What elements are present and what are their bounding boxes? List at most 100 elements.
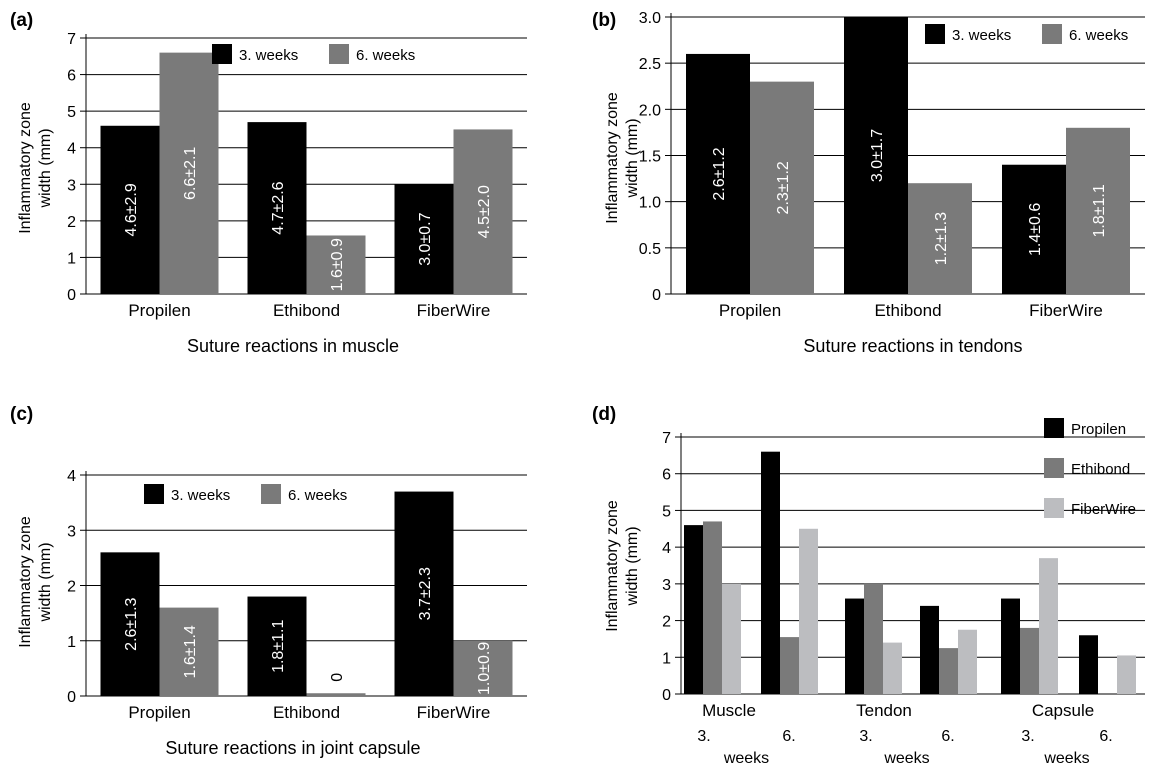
- week-number-label: 6.: [941, 728, 954, 745]
- week-number-label: 3.: [1021, 728, 1034, 745]
- bar-week6: [159, 607, 219, 696]
- legend-label: 6. weeks: [356, 47, 415, 64]
- panel-a-muscle: (a) Inflammatory zone width (mm) Suture …: [10, 10, 527, 356]
- x-tick-label: Ethibond: [273, 703, 340, 722]
- bar-week3: [1002, 164, 1066, 294]
- bar-week3: [100, 125, 160, 295]
- bar-propilen: [761, 451, 780, 694]
- bar-week6: [453, 640, 513, 696]
- x-axis-title: Suture reactions in tendons: [803, 336, 1022, 356]
- y-tick-label: 3: [67, 523, 76, 540]
- legend-swatch: [1044, 418, 1064, 438]
- bar-fiberwire: [1039, 558, 1058, 694]
- y-tick-label: 0: [652, 287, 661, 304]
- bar-ethibond: [703, 521, 722, 694]
- y-axis-label-line1: Inflammatory zone: [17, 516, 34, 648]
- legend-label: FiberWire: [1071, 501, 1136, 518]
- y-axis-label-line1: Inflammatory zone: [17, 102, 34, 234]
- bar-value-label: 1.0±0.9: [476, 642, 493, 695]
- legend-swatch: [925, 24, 945, 44]
- weeks-label: weeks: [723, 750, 769, 767]
- bar-propilen: [845, 598, 864, 694]
- bar-week6: [306, 693, 366, 696]
- legend-swatch: [261, 484, 281, 504]
- bar-value-label: 3.7±2.3: [417, 567, 434, 620]
- legend-label: 6. weeks: [288, 487, 347, 504]
- legend-label: Propilen: [1071, 421, 1126, 438]
- y-axis-label-line1: Inflammatory zone: [604, 500, 621, 632]
- panel-label: (b): [592, 10, 616, 31]
- bar-ethibond: [939, 648, 958, 694]
- legend-swatch: [329, 44, 349, 64]
- bar-value-label: 0: [329, 673, 346, 682]
- bar-propilen: [920, 605, 939, 694]
- week-number-label: 3.: [697, 728, 710, 745]
- y-tick-label: 5: [67, 104, 76, 121]
- bar-week3: [394, 184, 454, 294]
- group-label: Capsule: [1032, 701, 1094, 720]
- y-tick-label: 4: [662, 540, 671, 557]
- y-axis-label-line2: width (mm): [624, 526, 641, 606]
- bar-value-label: 2.6±1.3: [123, 597, 140, 650]
- legend-label: 3. weeks: [239, 47, 298, 64]
- week-number-label: 6.: [782, 728, 795, 745]
- bar-value-label: 2.6±1.2: [711, 147, 728, 200]
- legend-swatch: [144, 484, 164, 504]
- bar-value-label: 3.0±1.7: [869, 129, 886, 182]
- legend-swatch: [1044, 458, 1064, 478]
- y-tick-label: 0: [662, 687, 671, 704]
- bar-propilen: [1079, 635, 1098, 694]
- y-axis-label: Inflammatory zone width (mm): [17, 102, 54, 234]
- bar-fiberwire: [799, 528, 818, 694]
- y-tick-label: 1: [67, 250, 76, 267]
- y-tick-label: 6: [662, 467, 671, 484]
- week-number-label: 6.: [1099, 728, 1112, 745]
- bar-value-label: 1.8±1.1: [1091, 184, 1108, 237]
- y-tick-label: 7: [67, 31, 76, 48]
- bar-value-label: 3.0±0.7: [417, 212, 434, 265]
- legend-swatch: [1042, 24, 1062, 44]
- x-tick-label: Ethibond: [874, 301, 941, 320]
- bar-week6: [306, 235, 366, 294]
- y-tick-label: 1: [67, 634, 76, 651]
- group-label: Tendon: [856, 701, 912, 720]
- y-tick-label: 2: [67, 214, 76, 231]
- bar-value-label: 1.2±1.3: [933, 212, 950, 265]
- panel-label: (c): [10, 404, 33, 425]
- y-tick-label: 5: [662, 503, 671, 520]
- y-tick-label: 2.5: [639, 56, 661, 73]
- y-tick-label: 2.0: [639, 102, 661, 119]
- bar-week6: [750, 81, 814, 294]
- x-tick-label: FiberWire: [417, 301, 491, 320]
- group-label: Muscle: [702, 701, 756, 720]
- bar-week3: [686, 53, 750, 294]
- x-tick-label: Propilen: [719, 301, 781, 320]
- y-tick-label: 1: [662, 650, 671, 667]
- x-tick-label: FiberWire: [1029, 301, 1103, 320]
- panel-d-summary: (d) Inflammatory zone width (mm) 0 1 2 3 4 5 6…: [592, 404, 1145, 767]
- legend-label: 3. weeks: [171, 487, 230, 504]
- bar-value-label: 1.6±0.9: [329, 238, 346, 291]
- y-tick-label: 2: [67, 579, 76, 596]
- bar-fiberwire: [1117, 655, 1136, 694]
- y-tick-label: 7: [662, 430, 671, 447]
- y-axis-label: Inflammatory zone width (mm): [604, 500, 641, 632]
- panel-label: (d): [592, 404, 616, 425]
- x-tick-label: Propilen: [128, 301, 190, 320]
- y-tick-label: 0: [67, 287, 76, 304]
- bar-week6: [453, 129, 513, 294]
- legend-swatch: [1044, 498, 1064, 518]
- bar-week6: [908, 183, 972, 294]
- panel-c-joint-capsule: (c) Inflammatory zone width (mm) Suture …: [10, 404, 527, 758]
- bar-week3: [844, 17, 908, 294]
- y-axis-label-line2: width (mm): [37, 542, 54, 622]
- bar-value-label: 2.3±1.2: [775, 161, 792, 214]
- weeks-label: weeks: [1043, 750, 1089, 767]
- bar-value-label: 4.7±2.6: [270, 181, 287, 234]
- y-tick-label: 4: [67, 141, 76, 158]
- weeks-label: weeks: [883, 750, 929, 767]
- x-tick-label: Ethibond: [273, 301, 340, 320]
- y-axis-label-line2: width (mm): [37, 128, 54, 208]
- bar-value-label: 1.6±1.4: [182, 625, 199, 678]
- bar-propilen: [1001, 598, 1020, 694]
